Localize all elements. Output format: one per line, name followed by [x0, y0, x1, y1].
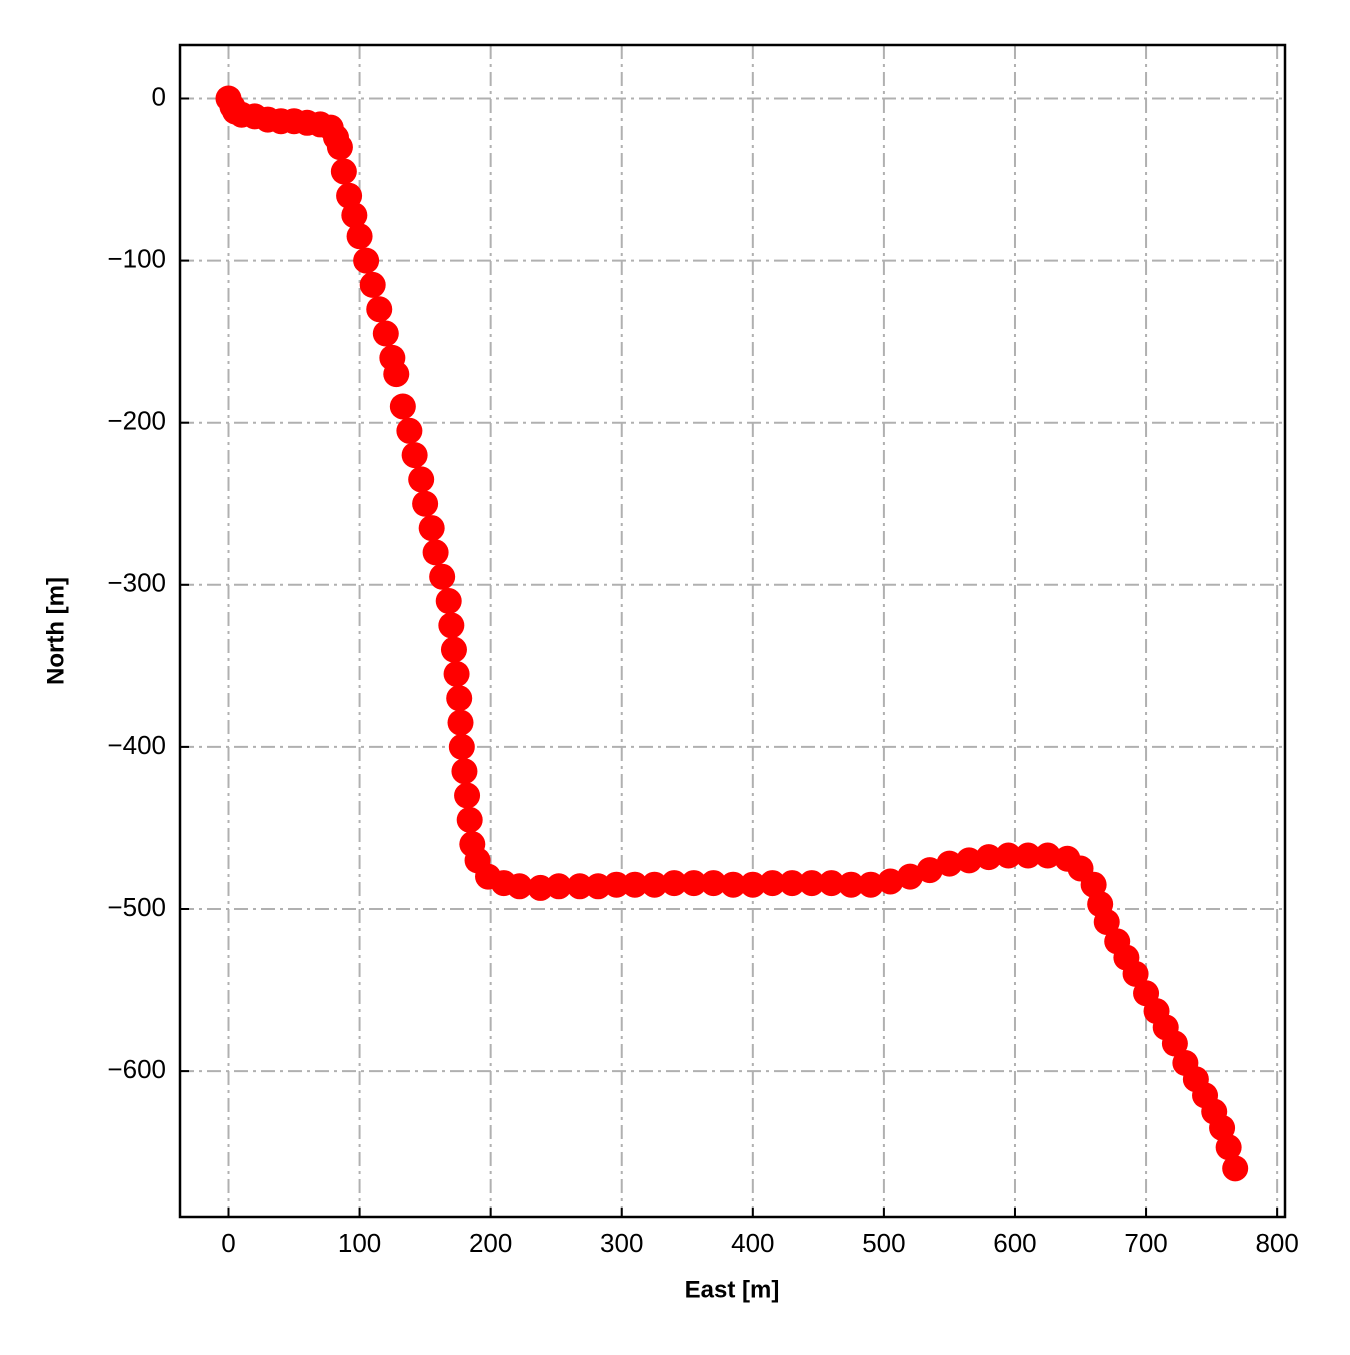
point	[545, 873, 572, 900]
point	[454, 782, 481, 809]
point	[447, 709, 474, 736]
x-tick-label: 200	[469, 1228, 512, 1258]
point	[1122, 960, 1149, 987]
point	[435, 588, 462, 615]
point	[897, 863, 924, 890]
point	[506, 873, 533, 900]
point	[1161, 1030, 1188, 1057]
point	[759, 870, 786, 897]
point	[1015, 842, 1042, 869]
x-tick-label: 300	[600, 1228, 643, 1258]
point	[779, 870, 806, 897]
x-tick-label: 400	[731, 1228, 774, 1258]
x-tick-label: 800	[1255, 1228, 1298, 1258]
point	[1215, 1134, 1242, 1161]
x-tick-label: 500	[862, 1228, 905, 1258]
point	[1222, 1155, 1249, 1182]
y-axis-label: North [m]	[42, 577, 69, 685]
point	[330, 158, 357, 185]
point	[440, 636, 467, 663]
point	[438, 612, 465, 639]
point	[401, 442, 428, 469]
point	[936, 850, 963, 877]
y-tick-label: −100	[107, 243, 166, 273]
point	[956, 847, 983, 874]
plot-frame	[178, 43, 1287, 1219]
y-tick-label: 0	[152, 81, 166, 111]
point	[1093, 908, 1120, 935]
point	[389, 393, 416, 420]
point	[346, 223, 373, 250]
point	[336, 182, 363, 209]
point	[739, 871, 766, 898]
point	[443, 660, 470, 687]
point	[838, 871, 865, 898]
point	[916, 857, 943, 884]
point	[372, 320, 399, 347]
point	[818, 870, 845, 897]
point	[412, 490, 439, 517]
point	[446, 685, 473, 712]
point	[641, 871, 668, 898]
point	[396, 417, 423, 444]
y-tick-label: −300	[107, 568, 166, 598]
point	[603, 871, 630, 898]
point	[857, 871, 884, 898]
point	[995, 842, 1022, 869]
y-tick-label: −500	[107, 892, 166, 922]
point	[566, 873, 593, 900]
point	[451, 758, 478, 785]
point	[422, 539, 449, 566]
point	[429, 563, 456, 590]
y-tick-label: −600	[107, 1054, 166, 1084]
point	[720, 871, 747, 898]
point	[383, 361, 410, 388]
point	[353, 247, 380, 274]
x-tick-label: 0	[221, 1228, 235, 1258]
point	[408, 466, 435, 493]
point	[700, 870, 727, 897]
point	[798, 870, 825, 897]
x-tick-label: 600	[993, 1228, 1036, 1258]
point	[341, 202, 368, 229]
point	[456, 806, 483, 833]
point	[366, 296, 393, 323]
point	[680, 870, 707, 897]
x-tick-label: 100	[338, 1228, 381, 1258]
point	[359, 271, 386, 298]
point	[1034, 842, 1061, 869]
x-axis-label: East [m]	[685, 1276, 780, 1303]
point	[448, 733, 475, 760]
point	[326, 134, 353, 161]
point	[418, 515, 445, 542]
marks	[215, 85, 1249, 1182]
point	[661, 870, 688, 897]
point	[877, 868, 904, 895]
x-tick-label: 700	[1124, 1228, 1167, 1258]
y-tick-label: −200	[107, 406, 166, 436]
point	[975, 844, 1002, 871]
y-tick-label: −400	[107, 730, 166, 760]
point	[621, 871, 648, 898]
